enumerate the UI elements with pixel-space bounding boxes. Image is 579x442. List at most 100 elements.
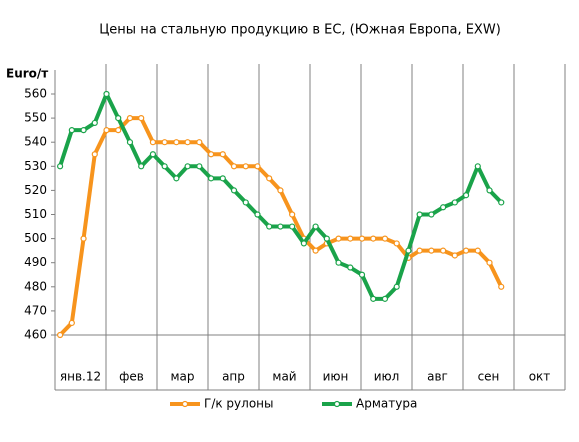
point <box>184 163 191 170</box>
x-tick-label: июл <box>374 370 400 384</box>
point <box>451 199 458 206</box>
point <box>428 247 435 254</box>
legend-marker <box>181 400 189 408</box>
point <box>68 319 75 327</box>
point <box>254 211 261 218</box>
x-tick-label: авг <box>427 370 448 384</box>
point <box>219 151 226 158</box>
point <box>80 235 87 242</box>
point <box>370 235 377 242</box>
point <box>393 240 400 247</box>
point <box>161 139 168 146</box>
point <box>103 127 110 134</box>
x-tick-label: июн <box>323 370 349 384</box>
legend-label: Арматура <box>356 397 417 411</box>
point <box>381 295 389 302</box>
y-tick-label: 460 <box>24 328 47 342</box>
point <box>486 259 493 266</box>
y-tick-label: 510 <box>24 207 47 221</box>
y-tick-label: 480 <box>24 279 47 293</box>
point <box>277 187 284 194</box>
point <box>289 223 296 230</box>
point <box>335 259 342 266</box>
point <box>91 119 98 127</box>
point <box>91 151 98 158</box>
y-tick-label: 470 <box>24 303 47 317</box>
point <box>207 175 215 182</box>
point <box>451 252 458 259</box>
point <box>219 175 226 182</box>
point <box>474 163 481 170</box>
point <box>358 271 366 278</box>
point <box>428 211 435 218</box>
point <box>173 139 180 146</box>
legend-label: Г/к рулоны <box>204 397 273 411</box>
x-tick-label: май <box>272 370 296 384</box>
y-tick-label: 540 <box>24 135 47 149</box>
y-tick-label: 490 <box>24 255 47 269</box>
point <box>196 139 203 146</box>
point <box>416 247 423 254</box>
point <box>207 151 215 158</box>
point <box>173 175 180 182</box>
point <box>498 199 505 206</box>
point <box>161 163 168 170</box>
point <box>474 247 481 254</box>
point <box>230 163 238 170</box>
point <box>138 163 145 170</box>
point <box>381 235 389 242</box>
y-tick-label: 550 <box>24 111 47 125</box>
x-tick-label: янв.12 <box>60 370 101 384</box>
x-tick-label: сен <box>478 370 500 384</box>
point <box>405 247 412 254</box>
point <box>56 163 64 170</box>
point <box>323 235 330 242</box>
point <box>149 151 157 158</box>
point <box>358 235 366 242</box>
point <box>312 247 319 254</box>
point <box>149 139 157 146</box>
y-axis-label: Euro/т <box>6 67 48 81</box>
point <box>126 114 134 122</box>
point <box>80 127 87 134</box>
point <box>115 114 122 122</box>
point <box>277 223 284 230</box>
point <box>230 187 238 194</box>
point <box>462 192 470 199</box>
point <box>289 211 296 218</box>
point <box>300 240 307 247</box>
point <box>68 127 75 134</box>
x-tick-label: окт <box>529 370 551 384</box>
y-tick-label: 520 <box>24 183 47 197</box>
point <box>347 235 354 242</box>
y-tick-label: 560 <box>24 87 47 101</box>
point <box>462 247 470 254</box>
point <box>103 90 110 98</box>
x-tick-label: мар <box>170 370 194 384</box>
point <box>486 187 493 194</box>
x-tick-label: фев <box>119 370 144 384</box>
point <box>393 283 400 290</box>
point <box>126 139 134 146</box>
y-tick-label: 530 <box>24 159 47 173</box>
point <box>266 175 273 182</box>
chart-title: Цены на стальную продукцию в ЕС, (Южная … <box>99 23 501 38</box>
point <box>440 247 447 254</box>
point <box>242 163 249 170</box>
point <box>196 163 203 170</box>
point <box>242 199 249 206</box>
point <box>56 331 64 339</box>
point <box>312 223 319 230</box>
point <box>115 127 122 134</box>
point <box>416 211 423 218</box>
point <box>266 223 273 230</box>
point <box>498 283 505 290</box>
point <box>440 204 447 211</box>
point <box>370 295 377 302</box>
y-tick-label: 500 <box>24 231 47 245</box>
legend-marker <box>333 400 341 408</box>
point <box>335 235 342 242</box>
point <box>347 264 354 271</box>
x-tick-label: апр <box>222 370 245 384</box>
